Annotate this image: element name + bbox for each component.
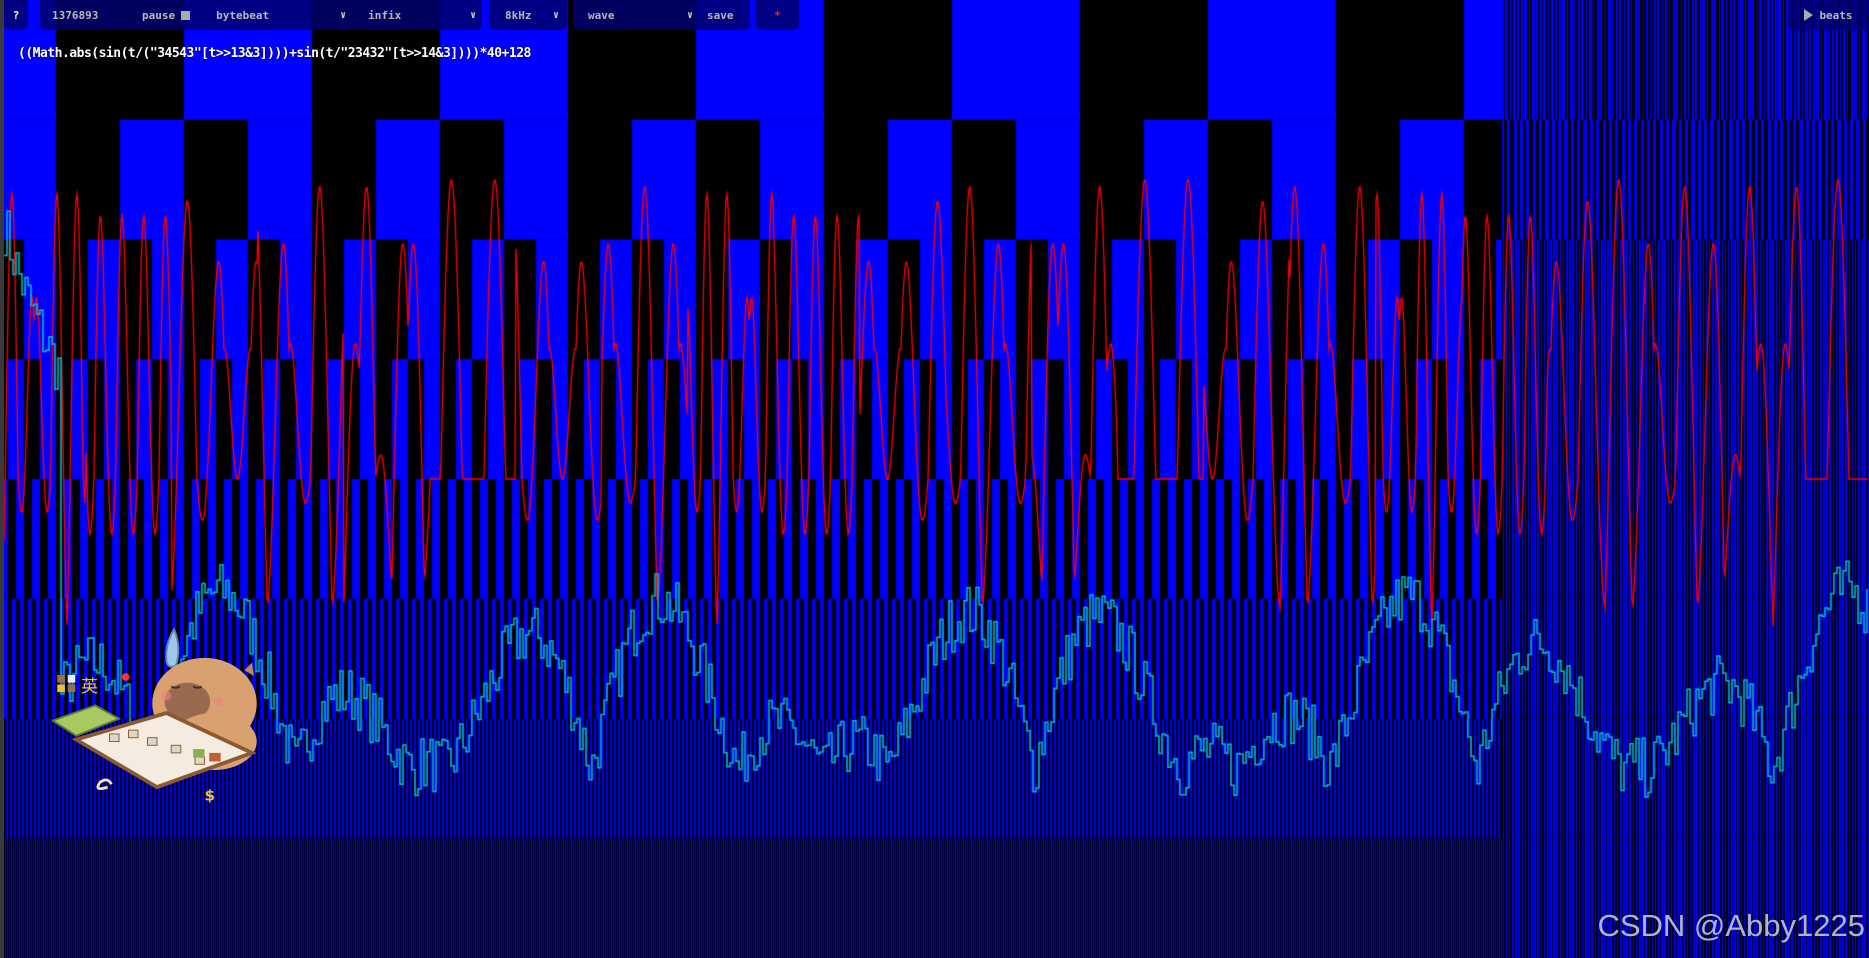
time-counter[interactable]: 1376893 [52, 8, 99, 22]
chevron-down-icon: ∨ [552, 9, 559, 21]
rate-select[interactable]: 8kHz ∨ [489, 0, 567, 30]
formula-text[interactable]: ((Math.abs(sin(t/("34543"[t>>13&3])))+si… [18, 46, 531, 61]
view-select[interactable]: wave ∨ [588, 9, 693, 22]
mode-select-value: bytebeat [216, 8, 270, 22]
chevron-down-icon: ∨ [686, 9, 693, 21]
chevron-down-icon: ∨ [470, 9, 477, 21]
svg-text:$: $ [205, 786, 216, 804]
star-label: * [774, 8, 781, 22]
beats-label: beats [1819, 8, 1853, 22]
chevron-down-icon: ∨ [340, 9, 347, 21]
help-label: ? [12, 8, 20, 22]
beats-button[interactable]: beats [1788, 0, 1869, 30]
watermark: CSDN @Abby1225 [1597, 908, 1865, 943]
star-button[interactable]: * [756, 0, 799, 30]
stop-square-icon [181, 10, 191, 20]
svg-text:英: 英 [81, 677, 98, 697]
pause-button[interactable]: pause [142, 8, 191, 22]
view-save-group: wave ∨ save [573, 0, 750, 30]
syntax-select[interactable]: infix ∨ [368, 9, 476, 22]
controls-group: 1376893 pause bytebeat ∨ infix ∨ [40, 0, 482, 30]
play-triangle-icon [1804, 9, 1814, 21]
view-select-value: wave [588, 8, 615, 22]
rate-select-value: 8kHz [505, 8, 532, 22]
save-button[interactable]: save [707, 8, 734, 22]
capybara-keyboard-sticker: 英 $ [52, 627, 257, 804]
mode-select[interactable]: bytebeat ∨ [216, 9, 346, 22]
syntax-select-value: infix [368, 8, 402, 22]
drop-icon [165, 627, 180, 668]
left-border [0, 0, 4, 958]
pause-label: pause [142, 8, 176, 22]
help-button[interactable]: ? [4, 0, 28, 30]
